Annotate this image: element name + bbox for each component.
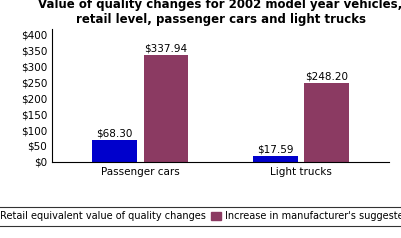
Bar <box>144 55 188 162</box>
Text: $68.30: $68.30 <box>97 129 133 139</box>
Text: $248.20: $248.20 <box>305 71 348 81</box>
Title: Value of quality changes for 2002 model year vehicles,
retail level, passenger c: Value of quality changes for 2002 model … <box>38 0 401 26</box>
Text: $17.59: $17.59 <box>257 145 294 155</box>
Bar <box>253 156 298 162</box>
Bar <box>92 140 137 162</box>
Legend: Retail equivalent value of quality changes, Increase in manufacturer's suggested: Retail equivalent value of quality chang… <box>0 207 401 226</box>
Bar <box>304 83 349 162</box>
Text: $337.94: $337.94 <box>144 43 188 53</box>
